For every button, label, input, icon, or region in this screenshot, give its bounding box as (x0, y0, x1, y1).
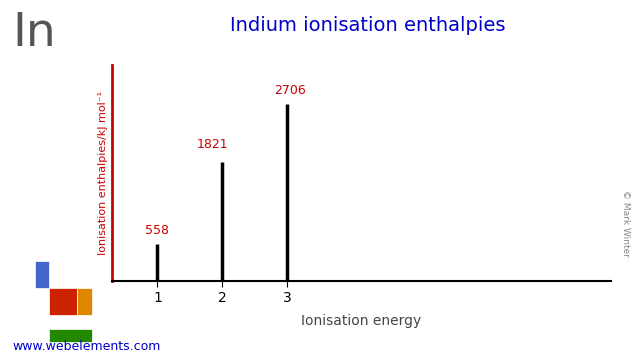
Text: 2706: 2706 (275, 84, 306, 96)
Text: 558: 558 (145, 224, 170, 237)
Text: 2705.85: 2705.85 (0, 359, 1, 360)
Text: In: In (13, 11, 56, 56)
Text: 1821: 1821 (196, 138, 228, 151)
Text: © Mark Winter: © Mark Winter (621, 190, 630, 257)
Y-axis label: Ionisation enthalpies/kJ mol⁻¹: Ionisation enthalpies/kJ mol⁻¹ (98, 91, 108, 255)
Text: Indium ionisation enthalpies: Indium ionisation enthalpies (230, 16, 506, 35)
Text: www.webelements.com: www.webelements.com (13, 340, 161, 353)
X-axis label: Ionisation energy: Ionisation energy (301, 314, 422, 328)
